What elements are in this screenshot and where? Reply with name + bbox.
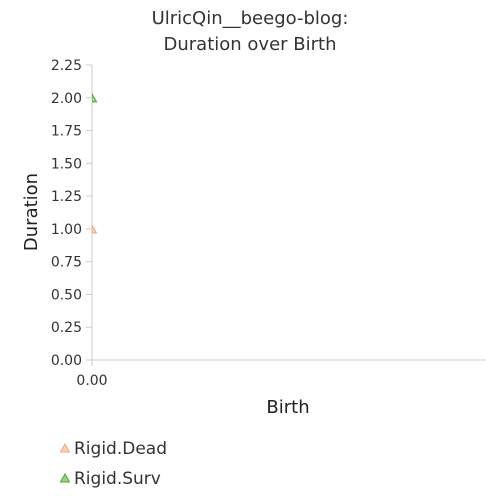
y-tick-label: 0.25 — [51, 320, 82, 336]
y-tick-label: 0.75 — [51, 255, 82, 271]
legend: Rigid.Dead Rigid.Surv — [61, 439, 168, 489]
x-tick-label: 0.00 — [76, 373, 107, 389]
y-tick-label: 2.25 — [51, 58, 82, 74]
y-tick-label: 1.75 — [51, 124, 82, 140]
y-tick-label: 1.00 — [51, 222, 82, 238]
legend-label: Rigid.Surv — [74, 469, 161, 489]
y-tick-label: 0.50 — [51, 287, 82, 303]
x-axis-label: Birth — [266, 397, 309, 418]
y-tick-label: 2.00 — [51, 91, 82, 107]
axes: 0.00 0.25 0.50 0.75 1.00 1.25 1.50 1.75 2.00 2.25… — [51, 58, 486, 389]
y-axis-label: Duration — [21, 173, 42, 251]
chart-title-line-2: Duration over Birth — [164, 34, 337, 55]
legend-label: Rigid.Dead — [74, 439, 167, 459]
legend-marker-rigid-dead — [61, 444, 70, 452]
y-tick-label: 1.50 — [51, 156, 82, 172]
chart-title-line-1: UlricQin__beego-blog: — [152, 8, 349, 29]
legend-marker-rigid-surv — [61, 474, 70, 482]
y-tick-label: 1.25 — [51, 189, 82, 205]
y-tick-label: 0.00 — [51, 353, 82, 369]
